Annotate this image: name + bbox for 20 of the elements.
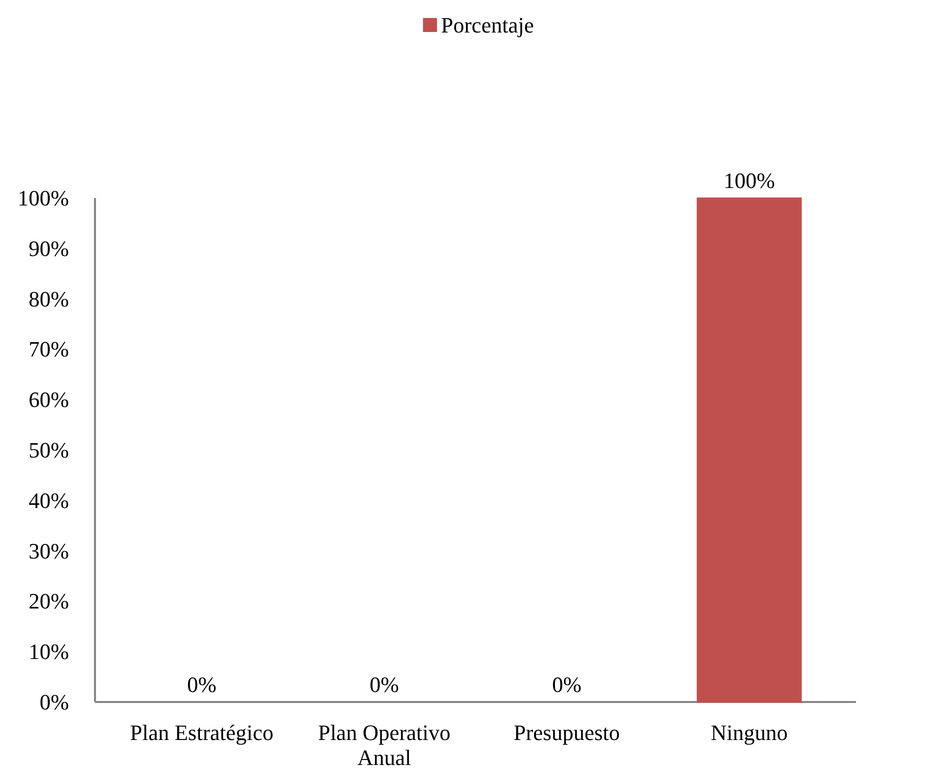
legend-label: Porcentaje	[441, 12, 534, 38]
y-tick-label: 50%	[28, 438, 69, 462]
data-label: 0%	[552, 672, 582, 697]
data-label: 100%	[724, 168, 775, 193]
data-label: 0%	[187, 672, 216, 697]
data-label: 0%	[370, 672, 399, 697]
y-tick-label: 70%	[28, 336, 69, 362]
x-tick-label: Plan Estratégico	[130, 720, 274, 745]
y-tick-label: 10%	[28, 639, 69, 664]
x-tick-label: Presupuesto	[514, 720, 620, 745]
x-tick-label: Ninguno	[710, 720, 788, 745]
y-tick-label: 60%	[28, 387, 69, 412]
y-tick-label: 90%	[28, 236, 69, 261]
y-tick-label: 100%	[18, 186, 69, 210]
y-tick-label: 80%	[28, 286, 69, 312]
y-tick-label: 40%	[28, 488, 69, 513]
y-tick-label: 20%	[28, 588, 69, 614]
y-tick-label: 30%	[28, 538, 69, 564]
x-tick-label: Plan Operativo Anual	[318, 720, 451, 770]
y-tick-label: 0%	[40, 690, 69, 714]
